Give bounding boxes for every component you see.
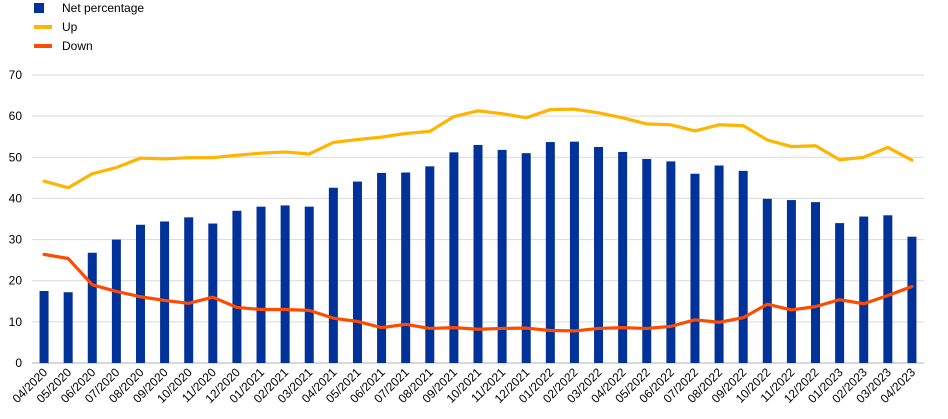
- bar-net-percentage: [497, 149, 507, 363]
- bar-net-percentage: [811, 202, 821, 363]
- bar-net-percentage: [184, 217, 194, 363]
- bar-net-percentage: [377, 172, 387, 363]
- y-tick-label: 0: [15, 356, 22, 370]
- bar-net-percentage: [594, 147, 604, 363]
- bar-net-percentage: [280, 205, 290, 363]
- y-tick-label: 20: [9, 274, 23, 288]
- bar-net-percentage: [786, 200, 796, 363]
- bar-net-percentage: [111, 239, 121, 363]
- line-series: [42, 107, 914, 333]
- bar-net-percentage: [714, 165, 724, 363]
- bar-net-percentage: [232, 210, 242, 363]
- bar-net-percentage: [449, 152, 459, 363]
- bar-series-net-percentage: [39, 141, 917, 363]
- bar-net-percentage: [208, 223, 218, 363]
- bar-net-percentage: [328, 187, 338, 363]
- y-tick-label: 60: [9, 109, 23, 123]
- line-down: [42, 252, 914, 333]
- bar-net-percentage: [521, 153, 531, 363]
- y-tick-label: 40: [9, 191, 23, 205]
- bar-net-percentage: [666, 161, 676, 363]
- bar-net-percentage: [473, 144, 483, 363]
- bar-net-percentage: [87, 252, 97, 363]
- legend-label-net-percentage: Net percentage: [62, 1, 144, 15]
- y-axis-ticks: 0 10 20 30 40 50 60 70: [9, 68, 23, 370]
- bar-net-percentage: [859, 216, 869, 363]
- bar-net-percentage: [401, 172, 411, 363]
- bar-net-percentage: [63, 292, 73, 363]
- bar-net-percentage: [907, 236, 917, 363]
- bar-net-percentage: [618, 151, 628, 363]
- bar-net-percentage: [738, 170, 748, 363]
- bar-net-percentage: [762, 198, 772, 363]
- legend-swatch-net-percentage: [34, 3, 44, 13]
- bar-net-percentage: [545, 142, 555, 363]
- bar-net-percentage: [690, 173, 700, 363]
- legend-swatch-up: [34, 25, 52, 29]
- bar-net-percentage: [39, 291, 49, 363]
- bar-net-percentage: [642, 158, 652, 363]
- bar-net-percentage: [135, 224, 145, 363]
- bar-net-percentage: [425, 166, 435, 363]
- line-up: [42, 107, 914, 190]
- bar-net-percentage: [569, 141, 579, 363]
- legend-label-up: Up: [62, 20, 78, 34]
- bar-net-percentage: [256, 206, 266, 363]
- bar-net-percentage: [883, 215, 893, 363]
- bar-net-percentage: [160, 221, 170, 363]
- y-tick-label: 10: [9, 315, 23, 329]
- legend-label-down: Down: [62, 39, 93, 53]
- legend: Net percentage Up Down: [34, 1, 144, 53]
- y-tick-label: 30: [9, 233, 23, 247]
- bar-net-percentage: [304, 206, 314, 363]
- y-tick-label: 50: [9, 150, 23, 164]
- bar-net-percentage: [352, 181, 362, 363]
- x-axis-ticks: 04/202005/202006/202007/202008/202009/20…: [10, 365, 919, 406]
- y-tick-label: 70: [9, 68, 23, 82]
- bar-net-percentage: [835, 223, 845, 363]
- legend-swatch-down: [34, 44, 52, 48]
